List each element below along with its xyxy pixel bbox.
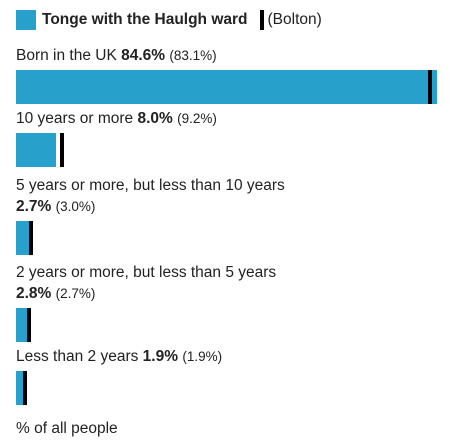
comparison-marker [23, 371, 28, 405]
bar-label: Less than 2 years 1.9% (1.9%) [16, 346, 446, 367]
comparison-marker [28, 221, 33, 255]
bar-row: 10 years or more 8.0% (9.2%) [16, 108, 446, 167]
comparison-marker [27, 308, 32, 342]
bar-label: 2 years or more, but less than 5 years 2.… [16, 262, 446, 304]
legend-label: (Bolton) [267, 11, 322, 28]
legend-label: Tonge with the Haulgh ward [42, 11, 248, 28]
legend-swatch [16, 10, 36, 30]
value-label: 8.0% [137, 110, 173, 127]
bar [16, 371, 26, 405]
bar-track [16, 371, 439, 405]
bar-track [16, 70, 439, 104]
bar-label: 10 years or more 8.0% (9.2%) [16, 108, 446, 129]
bar [16, 308, 30, 342]
comparison-label: (2.7%) [55, 286, 96, 301]
comparison-label: (3.0%) [55, 199, 96, 214]
bar-row: Less than 2 years 1.9% (1.9%) [16, 346, 446, 405]
comparison-label: (9.2%) [177, 111, 217, 126]
comparison-marker [59, 133, 64, 167]
bar-label: 5 years or more, but less than 10 years 2… [16, 175, 446, 217]
x-axis-label: % of all people [16, 420, 118, 437]
category-label: 2 years or more, but less than 5 years [16, 264, 277, 281]
bar [16, 133, 56, 167]
bar-row: 5 years or more, but less than 10 years 2… [16, 175, 446, 255]
comparison-label: (83.1%) [169, 48, 217, 63]
bar-track [16, 221, 439, 255]
value-label: 1.9% [142, 348, 179, 365]
bar-label: Born in the UK 84.6% (83.1%) [16, 45, 446, 66]
bar-track [16, 133, 439, 167]
category-label: 10 years or more [16, 110, 134, 127]
value-label: 2.7% [16, 198, 52, 215]
category-label: 5 years or more, but less than 10 years [16, 177, 285, 194]
value-line: 2.8% (2.7%) [16, 283, 446, 304]
bar-row: Born in the UK 84.6% (83.1%) [16, 45, 446, 104]
category-label: Born in the UK [16, 47, 117, 64]
bar-row: 2 years or more, but less than 5 years 2.… [16, 262, 446, 342]
comparison-marker [427, 70, 432, 104]
legend: Tonge with the Haulgh ward (Bolton) [16, 8, 322, 32]
category-label: Less than 2 years [16, 348, 139, 365]
legend-swatch [259, 10, 264, 30]
value-label: 84.6% [121, 47, 166, 64]
bar-track [16, 308, 439, 342]
value-line: 2.7% (3.0%) [16, 196, 446, 217]
bar [16, 221, 30, 255]
bar [16, 70, 437, 104]
value-label: 2.8% [16, 285, 52, 302]
comparison-label: (1.9%) [182, 349, 223, 364]
